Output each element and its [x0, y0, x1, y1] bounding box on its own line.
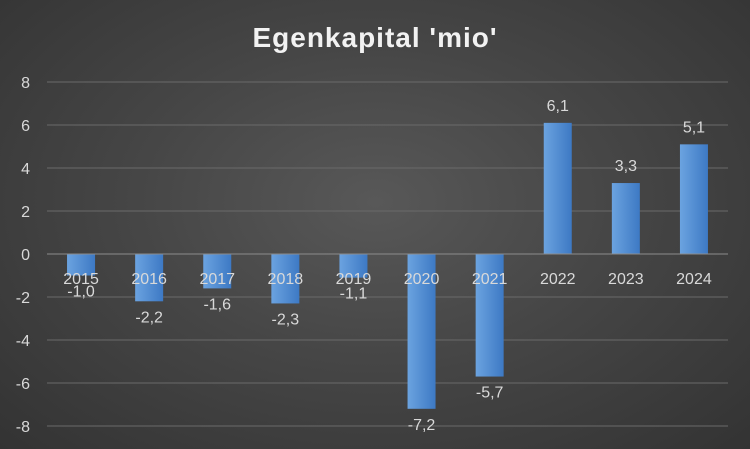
bars [67, 122, 708, 409]
data-label: -2,3 [272, 311, 300, 328]
x-tick-label: 2021 [472, 271, 508, 288]
data-labels: -1,0 -2,2 -1,6 -2,3 -1,1 -7,2 -5,7 6,1 3,3 5,1 [67, 98, 705, 434]
data-label: 3,3 [615, 158, 637, 175]
data-label: -7,2 [408, 417, 436, 434]
y-tick-label: 2 [21, 204, 30, 221]
data-label: -1,6 [203, 296, 231, 313]
y-tick-label: -6 [16, 376, 30, 393]
y-tick-label: -4 [16, 333, 30, 350]
y-axis-ticks: 8 6 4 2 0 -2 -4 -6 -8 [16, 75, 30, 436]
x-tick-label: 2016 [131, 271, 167, 288]
bar-2015 [67, 254, 96, 276]
bar-2021 [475, 254, 504, 377]
x-tick-label: 2018 [268, 271, 304, 288]
chart-title: Egenkapital 'mio' [252, 22, 497, 53]
bar-2022 [543, 122, 572, 254]
y-tick-label: 6 [21, 118, 30, 135]
data-label: 5,1 [683, 119, 705, 136]
bar-2020 [407, 254, 436, 409]
data-label: -1,1 [340, 286, 368, 303]
bar-2023 [611, 183, 640, 254]
x-tick-label: 2024 [676, 271, 712, 288]
bar-2016 [135, 254, 164, 302]
x-axis-ticks: 2015 2016 2017 2018 2019 2020 2021 2022 2023 2024 [63, 271, 712, 288]
x-tick-label: 2019 [336, 271, 372, 288]
bar-2017 [203, 254, 232, 289]
x-tick-label: 2020 [404, 271, 440, 288]
x-tick-label: 2017 [199, 271, 235, 288]
data-label: -2,2 [135, 309, 163, 326]
y-tick-label: -2 [16, 290, 30, 307]
data-label: -1,0 [67, 284, 95, 301]
data-label: 6,1 [547, 98, 569, 115]
data-label: -5,7 [476, 385, 504, 402]
bar-2018 [271, 254, 300, 304]
y-tick-label: -8 [16, 419, 30, 436]
x-tick-label: 2023 [608, 271, 644, 288]
y-tick-label: 4 [21, 161, 30, 178]
x-tick-label: 2015 [63, 271, 99, 288]
y-tick-label: 0 [21, 247, 30, 264]
bar-2019 [339, 254, 368, 278]
x-tick-label: 2022 [540, 271, 576, 288]
y-tick-label: 8 [21, 75, 30, 92]
bar-2024 [679, 144, 708, 254]
